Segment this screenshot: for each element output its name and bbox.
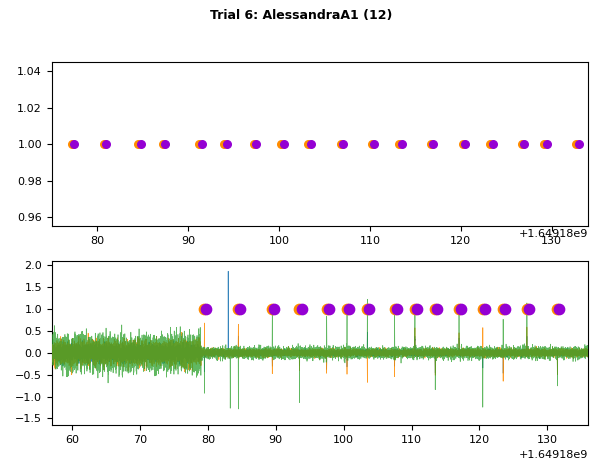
Point: [524, 305, 534, 313]
Point: [555, 305, 564, 313]
Point: [194, 140, 204, 148]
Point: [339, 140, 349, 148]
Point: [236, 305, 245, 313]
Point: [362, 305, 372, 313]
Text: +1.64918e9: +1.64918e9: [519, 450, 588, 460]
Point: [270, 305, 279, 313]
Point: [276, 140, 286, 148]
Point: [426, 140, 435, 148]
Point: [397, 140, 406, 148]
Point: [344, 305, 354, 313]
Point: [522, 305, 532, 313]
Point: [295, 305, 305, 313]
Point: [520, 140, 529, 148]
Point: [160, 140, 170, 148]
Point: [458, 140, 467, 148]
Point: [67, 140, 77, 148]
Point: [370, 140, 379, 148]
Point: [498, 305, 508, 313]
Point: [133, 140, 143, 148]
Point: [461, 140, 470, 148]
Point: [136, 140, 145, 148]
Point: [219, 140, 229, 148]
Point: [297, 305, 306, 313]
Point: [410, 305, 420, 313]
Point: [365, 305, 374, 313]
Point: [322, 305, 332, 313]
Point: [251, 140, 261, 148]
Point: [279, 140, 288, 148]
Point: [367, 140, 376, 148]
Point: [342, 305, 352, 313]
Point: [429, 140, 438, 148]
Point: [158, 140, 168, 148]
Point: [223, 140, 232, 148]
Point: [101, 140, 111, 148]
Point: [454, 305, 464, 313]
Text: Trial 6: AlessandraA1 (12): Trial 6: AlessandraA1 (12): [210, 10, 393, 22]
Point: [432, 305, 442, 313]
Point: [303, 140, 313, 148]
Point: [412, 305, 421, 313]
Point: [324, 305, 333, 313]
Point: [394, 140, 404, 148]
Point: [69, 140, 79, 148]
Point: [542, 140, 552, 148]
Point: [431, 305, 440, 313]
Point: [478, 305, 488, 313]
Point: [306, 140, 315, 148]
Point: [485, 140, 494, 148]
Point: [197, 140, 206, 148]
Point: [480, 305, 490, 313]
Text: +1.64918e9: +1.64918e9: [519, 229, 588, 239]
Point: [500, 305, 510, 313]
Point: [488, 140, 497, 148]
Point: [268, 305, 277, 313]
Point: [540, 140, 549, 148]
Point: [390, 305, 399, 313]
Point: [517, 140, 526, 148]
Point: [552, 305, 562, 313]
Point: [392, 305, 402, 313]
Point: [200, 305, 209, 313]
Point: [456, 305, 466, 313]
Point: [99, 140, 109, 148]
Point: [201, 305, 211, 313]
Point: [233, 305, 243, 313]
Point: [574, 140, 584, 148]
Point: [336, 140, 346, 148]
Point: [248, 140, 258, 148]
Point: [572, 140, 581, 148]
